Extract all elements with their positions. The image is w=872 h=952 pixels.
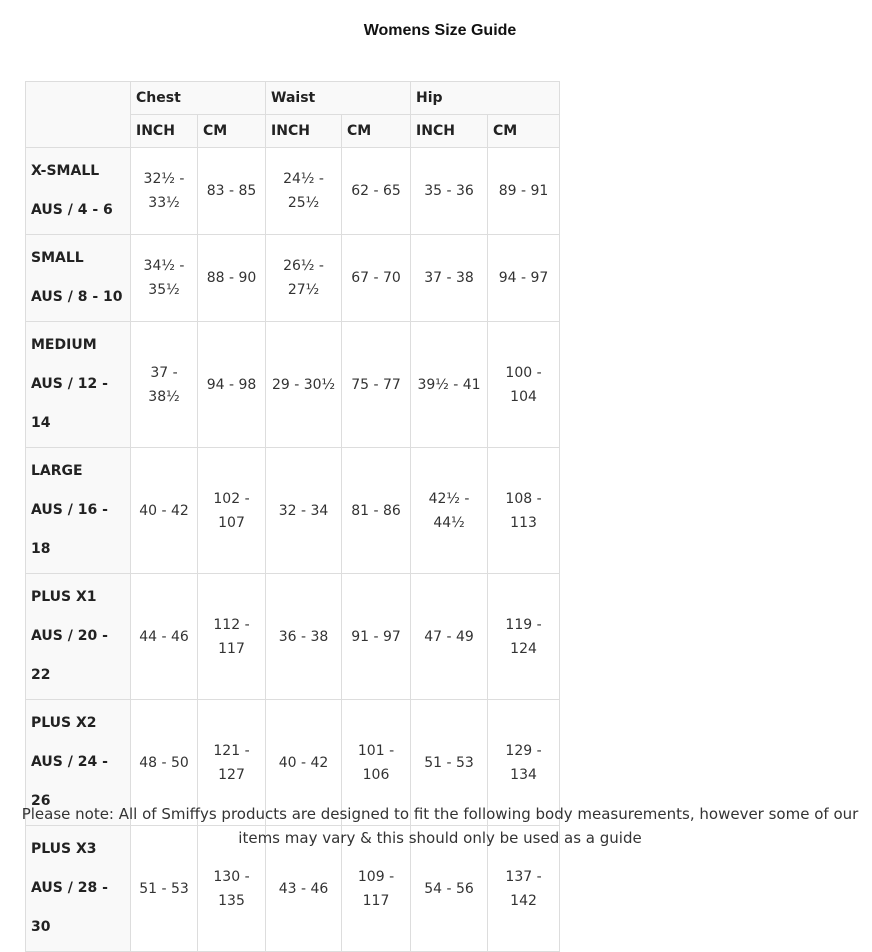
size-label-cell: MEDIUM AUS / 12 - 14 [25,321,131,448]
measurement-cell: 94 - 97 [487,234,561,322]
measurement-cell: 119 - 124 [487,573,561,700]
table-row: LARGE AUS / 16 - 18 40 - 42 102 - 107 32 - 3… [25,447,561,574]
measurement-cell: 121 - 127 [196,699,267,826]
measurement-cell: 102 - 107 [196,447,267,574]
table-row: X-SMALL AUS / 4 - 6 32½ - 33½ 83 - 85 24½ - … [25,147,561,235]
measurement-cell: 32½ - 33½ [130,147,198,235]
measurement-cell: 89 - 91 [487,147,561,235]
aus-size: AUS / 16 - 18 [31,502,108,557]
measurement-cell: 94 - 98 [196,321,267,448]
size-label-cell: SMALL AUS / 8 - 10 [25,234,131,322]
measurement-cell: 129 - 134 [487,699,561,826]
measurement-cell: 35 - 36 [410,147,489,235]
unit-header: INCH [130,114,198,148]
measurement-cell: 42½ - 44½ [410,447,489,574]
size-guide-table: Chest Waist Hip INCH CM INCH CM INCH CM … [25,81,561,952]
unit-header: CM [487,114,561,148]
unit-header: CM [341,114,412,148]
aus-size: AUS / 12 - 14 [31,376,108,431]
size-name: PLUS X2 [31,715,97,731]
size-label-cell: X-SMALL AUS / 4 - 6 [25,147,131,235]
measurement-cell: 34½ - 35½ [130,234,198,322]
unit-header: INCH [265,114,343,148]
size-name: SMALL [31,250,84,266]
measurement-cell: 112 - 117 [196,573,267,700]
table-row: SMALL AUS / 8 - 10 34½ - 35½ 88 - 90 26½ - 2… [25,234,561,322]
size-label-cell: PLUS X2 AUS / 24 - 26 [25,699,131,826]
group-header-chest: Chest [129,81,267,115]
group-header-row: Chest Waist Hip [25,81,561,148]
measurement-cell: 37 - 38 [410,234,489,322]
group-header-waist: Waist [265,81,412,115]
size-name: PLUS X1 [31,589,97,605]
page-title: Womens Size Guide [363,22,517,39]
measurement-cell: 51 - 53 [410,699,489,826]
measurement-cell: 62 - 65 [341,147,412,235]
table-row: PLUS X2 AUS / 24 - 26 48 - 50 121 - 127 40 -… [25,699,561,826]
disclaimer-note: Please note: All of Smiffys products are… [21,805,859,847]
size-name: MEDIUM [31,337,97,353]
measurement-cell: 40 - 42 [265,699,343,826]
measurement-cell: 48 - 50 [130,699,198,826]
aus-size: AUS / 8 - 10 [31,289,123,305]
measurement-cell: 29 - 30½ [265,321,343,448]
group-header-hip: Hip [410,81,561,115]
size-name: PLUS X3 [31,841,97,857]
measurement-cell: 37 - 38½ [130,321,198,448]
size-name: X-SMALL [31,163,100,179]
measurement-cell: 40 - 42 [130,447,198,574]
aus-size: AUS / 24 - 26 [31,754,108,809]
measurement-cell: 91 - 97 [341,573,412,700]
aus-size: AUS / 28 - 30 [31,880,108,935]
measurement-cell: 47 - 49 [410,573,489,700]
measurement-cell: 44 - 46 [130,573,198,700]
measurement-cell: 36 - 38 [265,573,343,700]
unit-header-row: INCH CM INCH CM INCH CM [26,114,561,148]
measurement-cell: 32 - 34 [265,447,343,574]
measurement-cell: 101 - 106 [341,699,412,826]
measurement-cell: 108 - 113 [487,447,561,574]
size-label-cell: LARGE AUS / 16 - 18 [25,447,131,574]
measurement-cell: 81 - 86 [341,447,412,574]
measurement-cell: 88 - 90 [196,234,267,322]
measurement-cell: 100 - 104 [487,321,561,448]
corner-cell [25,81,131,148]
measurement-cell: 26½ - 27½ [265,234,343,322]
measurement-cell: 83 - 85 [196,147,267,235]
measurement-cell: 67 - 70 [341,234,412,322]
size-label-cell: PLUS X1 AUS / 20 - 22 [25,573,131,700]
measurement-cell: 39½ - 41 [410,321,489,448]
measurement-cell: 24½ - 25½ [265,147,343,235]
measurement-cell: 75 - 77 [341,321,412,448]
size-name: LARGE [31,463,83,479]
table-row: MEDIUM AUS / 12 - 14 37 - 38½ 94 - 98 29 - 3… [25,321,561,448]
unit-header: INCH [410,114,489,148]
aus-size: AUS / 20 - 22 [31,628,108,683]
aus-size: AUS / 4 - 6 [31,202,113,218]
unit-header: CM [196,114,267,148]
table-row: PLUS X1 AUS / 20 - 22 44 - 46 112 - 117 36 -… [25,573,561,700]
